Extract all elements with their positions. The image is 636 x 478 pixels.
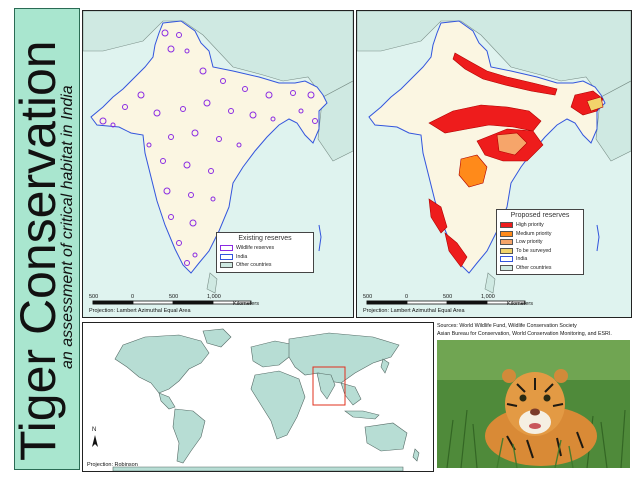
legend-swatch [220, 253, 233, 260]
legend-swatch [500, 230, 513, 237]
credits-line-1: Sources: World Wildlife Fund, Wildlife C… [437, 323, 577, 329]
survey-northeast [586, 96, 604, 112]
scale-label-2: 500 [443, 294, 453, 300]
legend-swatch [500, 264, 513, 271]
legend-row: Other countries [500, 264, 580, 273]
proposed-reserve-zones [428, 52, 604, 268]
india-outline [90, 20, 328, 274]
medium-priority-central [458, 154, 488, 188]
legend-label: Other countries [516, 264, 552, 271]
legend-row: India [500, 255, 580, 264]
legend-row: Low priority [500, 238, 580, 247]
scale-label-1: 0 [405, 294, 409, 300]
central-high-priority [428, 104, 542, 134]
sri-lanka [484, 272, 496, 294]
sri-lanka [206, 272, 218, 294]
proposed-reserves-svg [357, 11, 631, 305]
scale-unit: Kilometers [507, 301, 533, 307]
scale-bar [92, 300, 252, 305]
india-locator-box [312, 366, 346, 406]
scale-label-0: 500 [89, 294, 99, 300]
world-locator-map: N Projection: Robinson [82, 322, 434, 472]
greenland [202, 328, 232, 348]
terai-high-priority [452, 52, 558, 96]
projection-label: Projection: Lambert Azimuthal Equal Area [363, 308, 465, 314]
scale-label-0: 500 [363, 294, 373, 300]
scale-unit: Kilometers [233, 301, 259, 307]
legend-label: Wildlife reserves [236, 245, 275, 252]
legend-swatch [500, 247, 513, 254]
legend-label: Medium priority [516, 230, 552, 237]
scale-label-2: 500 [169, 294, 179, 300]
legend-row: To be surveyed [500, 247, 580, 256]
legend-label: India [236, 253, 248, 260]
sources-credits: Sources: World Wildlife Fund, Wildlife C… [437, 322, 633, 338]
australia [364, 422, 408, 452]
europe [250, 340, 296, 368]
north-america [114, 334, 210, 394]
africa [250, 370, 306, 440]
credits-line-2: Asian Bureau for Conservation, World Con… [437, 331, 612, 337]
japan [380, 358, 390, 374]
legend-swatch [500, 256, 513, 263]
proposed-reserves-map: 500 0 500 1,000 Kilometers Projection: L… [356, 10, 632, 318]
andaman-islands [596, 224, 600, 252]
legend-label: India [516, 256, 528, 263]
legend-row: Other countries [220, 261, 310, 270]
western-ghats-north [428, 198, 448, 234]
legend-label: Low priority [516, 239, 543, 246]
andaman-islands [318, 224, 322, 252]
legend-row: Medium priority [500, 230, 580, 239]
antarctica [112, 466, 404, 471]
scale-label-3: 1,000 [481, 294, 495, 300]
projection-label: Projection: Lambert Azimuthal Equal Area [89, 308, 191, 314]
legend-row: Wildlife reserves [220, 244, 310, 253]
legend-label: To be surveyed [516, 247, 552, 254]
tiger-photo [437, 340, 630, 468]
existing-legend: Existing reserves Wildlife reserves Indi… [216, 232, 314, 273]
scale-bar [366, 300, 526, 305]
legend-label: Other countries [236, 262, 272, 269]
world-map-svg [92, 328, 420, 471]
scale-label-1: 0 [131, 294, 135, 300]
new-zealand [412, 448, 420, 462]
tiger-photo-illustration [437, 340, 630, 468]
legend-swatch [220, 245, 233, 252]
continents [112, 328, 420, 471]
legend-swatch [500, 239, 513, 246]
northeast-neighbors [595, 80, 631, 162]
wildlife-reserve-outlines [99, 29, 318, 266]
indonesia [344, 410, 380, 420]
legend-row: High priority [500, 221, 580, 230]
western-ghats-south [444, 232, 468, 268]
southeast-asia [340, 382, 362, 406]
north-label: N [92, 427, 97, 433]
south-america [172, 408, 206, 464]
northeast-neighbors [317, 80, 353, 162]
proposed-legend: Proposed reserves High priority Medium p… [496, 209, 584, 275]
india-subcontinent [316, 372, 336, 400]
existing-reserves-svg [83, 11, 353, 305]
legend-swatch [500, 222, 513, 229]
legend-label: High priority [516, 222, 544, 229]
asia [288, 332, 400, 384]
central-america [158, 392, 176, 410]
scale-label-3: 1,000 [207, 294, 221, 300]
legend-row: India [220, 253, 310, 262]
title-band: Tiger Conservation an assessment of crit… [10, 8, 80, 470]
poster-subtitle: an assessment of critical habitat in Ind… [59, 85, 76, 369]
world-projection-label: Projection: Robinson [87, 462, 138, 468]
low-priority-east [496, 132, 528, 156]
legend-title: Existing reserves [238, 235, 292, 242]
legend-swatch [220, 262, 233, 269]
north-arrow-icon [92, 435, 98, 447]
legend-title: Proposed reserves [510, 212, 570, 219]
title-rotated-block: Tiger Conservation an assessment of crit… [10, 9, 79, 469]
existing-reserves-map: 500 0 500 1,000 Kilometers Projection: L… [82, 10, 354, 318]
